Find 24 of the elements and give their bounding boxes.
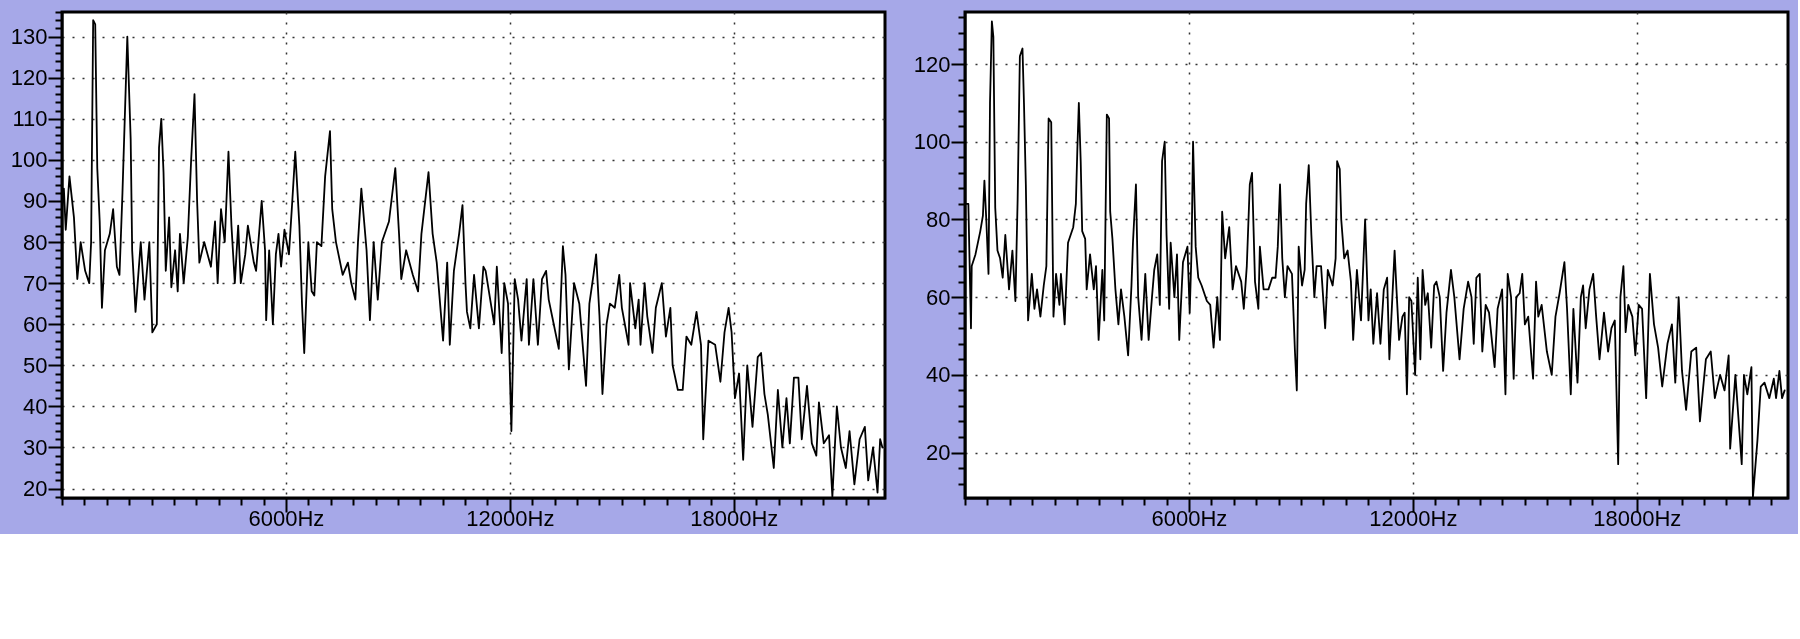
y-tick-label: 100	[10, 147, 48, 173]
y-tick-label: 70	[23, 270, 48, 296]
y-tick-label: 130	[10, 24, 48, 50]
x-tick-label: 18000Hz	[1593, 505, 1682, 531]
y-tick-label: 100	[913, 129, 951, 155]
x-tick-label: 12000Hz	[466, 505, 555, 531]
y-tick-label: 20	[23, 476, 48, 502]
y-tick-label: 110	[12, 106, 48, 132]
y-tick-label: 40	[23, 393, 48, 419]
y-tick-label: 30	[23, 434, 48, 460]
y-tick-label: 90	[23, 188, 48, 214]
y-tick-label: 20	[926, 440, 951, 466]
x-tick-label: 12000Hz	[1369, 505, 1458, 531]
y-tick-label: 60	[926, 284, 951, 310]
y-tick-label: 80	[926, 206, 951, 232]
x-tick-label: 6000Hz	[1151, 505, 1228, 531]
y-tick-label: 120	[913, 51, 951, 77]
y-tick-label: 80	[23, 229, 48, 255]
y-tick-label: 40	[926, 362, 951, 388]
y-tick-label: 60	[23, 311, 48, 337]
y-tick-label: 120	[10, 65, 48, 91]
x-tick-label: 6000Hz	[248, 505, 325, 531]
y-tick-label: 50	[23, 352, 48, 378]
x-tick-label: 18000Hz	[690, 505, 779, 531]
